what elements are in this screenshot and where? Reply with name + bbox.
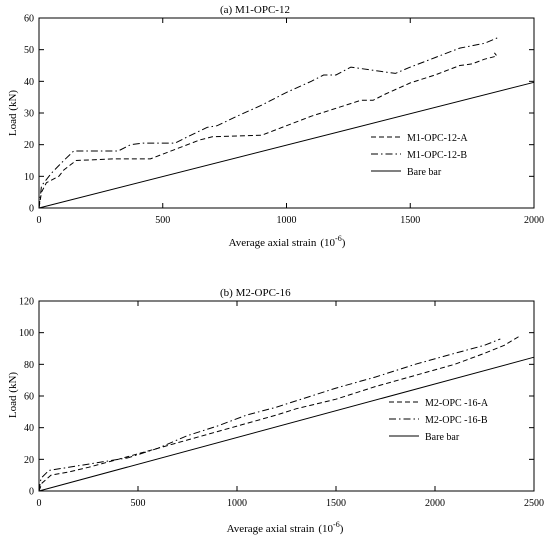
x-axis-label-text: Average axial strain (227, 523, 315, 535)
plot-area-frame (38, 17, 535, 209)
y-tick-label: 40 (24, 77, 34, 88)
series-line-bare-bar (38, 81, 535, 209)
x-tick-label: 0 (37, 215, 42, 226)
x-tick-label: 1000 (227, 498, 247, 509)
chart-title: (b) M2-OPC-16 (220, 287, 291, 299)
y-tick-label: 100 (19, 328, 34, 339)
y-tick-label: 0 (29, 487, 34, 498)
y-tick-label: 120 (19, 297, 34, 308)
x-tick-label: 1500 (400, 215, 420, 226)
y-tick-label: 60 (24, 392, 34, 403)
y-tick-label: 60 (24, 14, 34, 25)
x-axis-label: Average axial strain (10-6) (229, 234, 346, 249)
legend-label: Bare bar (425, 432, 460, 443)
x-axis-unit-base: (10 (318, 523, 333, 535)
y-tick-label: 10 (24, 172, 34, 183)
x-axis-unit-base: (10 (320, 237, 335, 249)
series-line-m2-opc-16-a (38, 335, 521, 492)
legend-label: M2-OPC -16-A (425, 398, 489, 409)
x-tick-label: 0 (37, 498, 42, 509)
x-axis-unit-close: ) (342, 237, 346, 249)
y-tick-label: 20 (24, 140, 34, 151)
x-tick-label: 2000 (524, 215, 544, 226)
y-tick-label: 20 (24, 455, 34, 466)
y-tick-label: 80 (24, 360, 34, 371)
legend-label: M2-OPC -16-B (425, 415, 488, 426)
plot-area-frame (38, 300, 535, 492)
x-tick-label: 2000 (425, 498, 445, 509)
x-axis-unit-exp: -6 (335, 234, 342, 243)
x-tick-label: 500 (155, 215, 170, 226)
x-axis-label-text: Average axial strain (229, 237, 317, 249)
x-tick-label: 500 (131, 498, 146, 509)
x-tick-label: 1000 (277, 215, 297, 226)
y-tick-label: 40 (24, 423, 34, 434)
x-tick-label: 2500 (524, 498, 544, 509)
chart-panel-b: (b) M2-OPC-16 Load (kN) Average axial st… (7, 287, 544, 535)
y-tick-label: 50 (24, 45, 34, 56)
x-tick-label: 1500 (326, 498, 346, 509)
x-axis-label: Average axial strain (10-6) (227, 520, 344, 535)
legend-label: M1-OPC-12-B (407, 150, 467, 161)
series-line-m1-opc-12-a (38, 52, 498, 209)
legend-label: M1-OPC-12-A (407, 133, 468, 144)
chart-panel-a: (a) M1-OPC-12 Load (kN) Average axial st… (7, 4, 544, 249)
x-axis-unit-exp: -6 (333, 520, 340, 529)
y-axis-label: Load (kN) (7, 90, 19, 136)
series-line-bare-bar (38, 356, 535, 492)
y-axis-label: Load (kN) (7, 372, 19, 418)
chart-title: (a) M1-OPC-12 (220, 4, 290, 16)
y-tick-label: 30 (24, 109, 34, 120)
y-tick-label: 0 (29, 204, 34, 215)
x-axis-unit-close: ) (340, 523, 344, 535)
legend-label: Bare bar (407, 167, 442, 178)
series-line-m1-opc-12-b (38, 36, 500, 209)
